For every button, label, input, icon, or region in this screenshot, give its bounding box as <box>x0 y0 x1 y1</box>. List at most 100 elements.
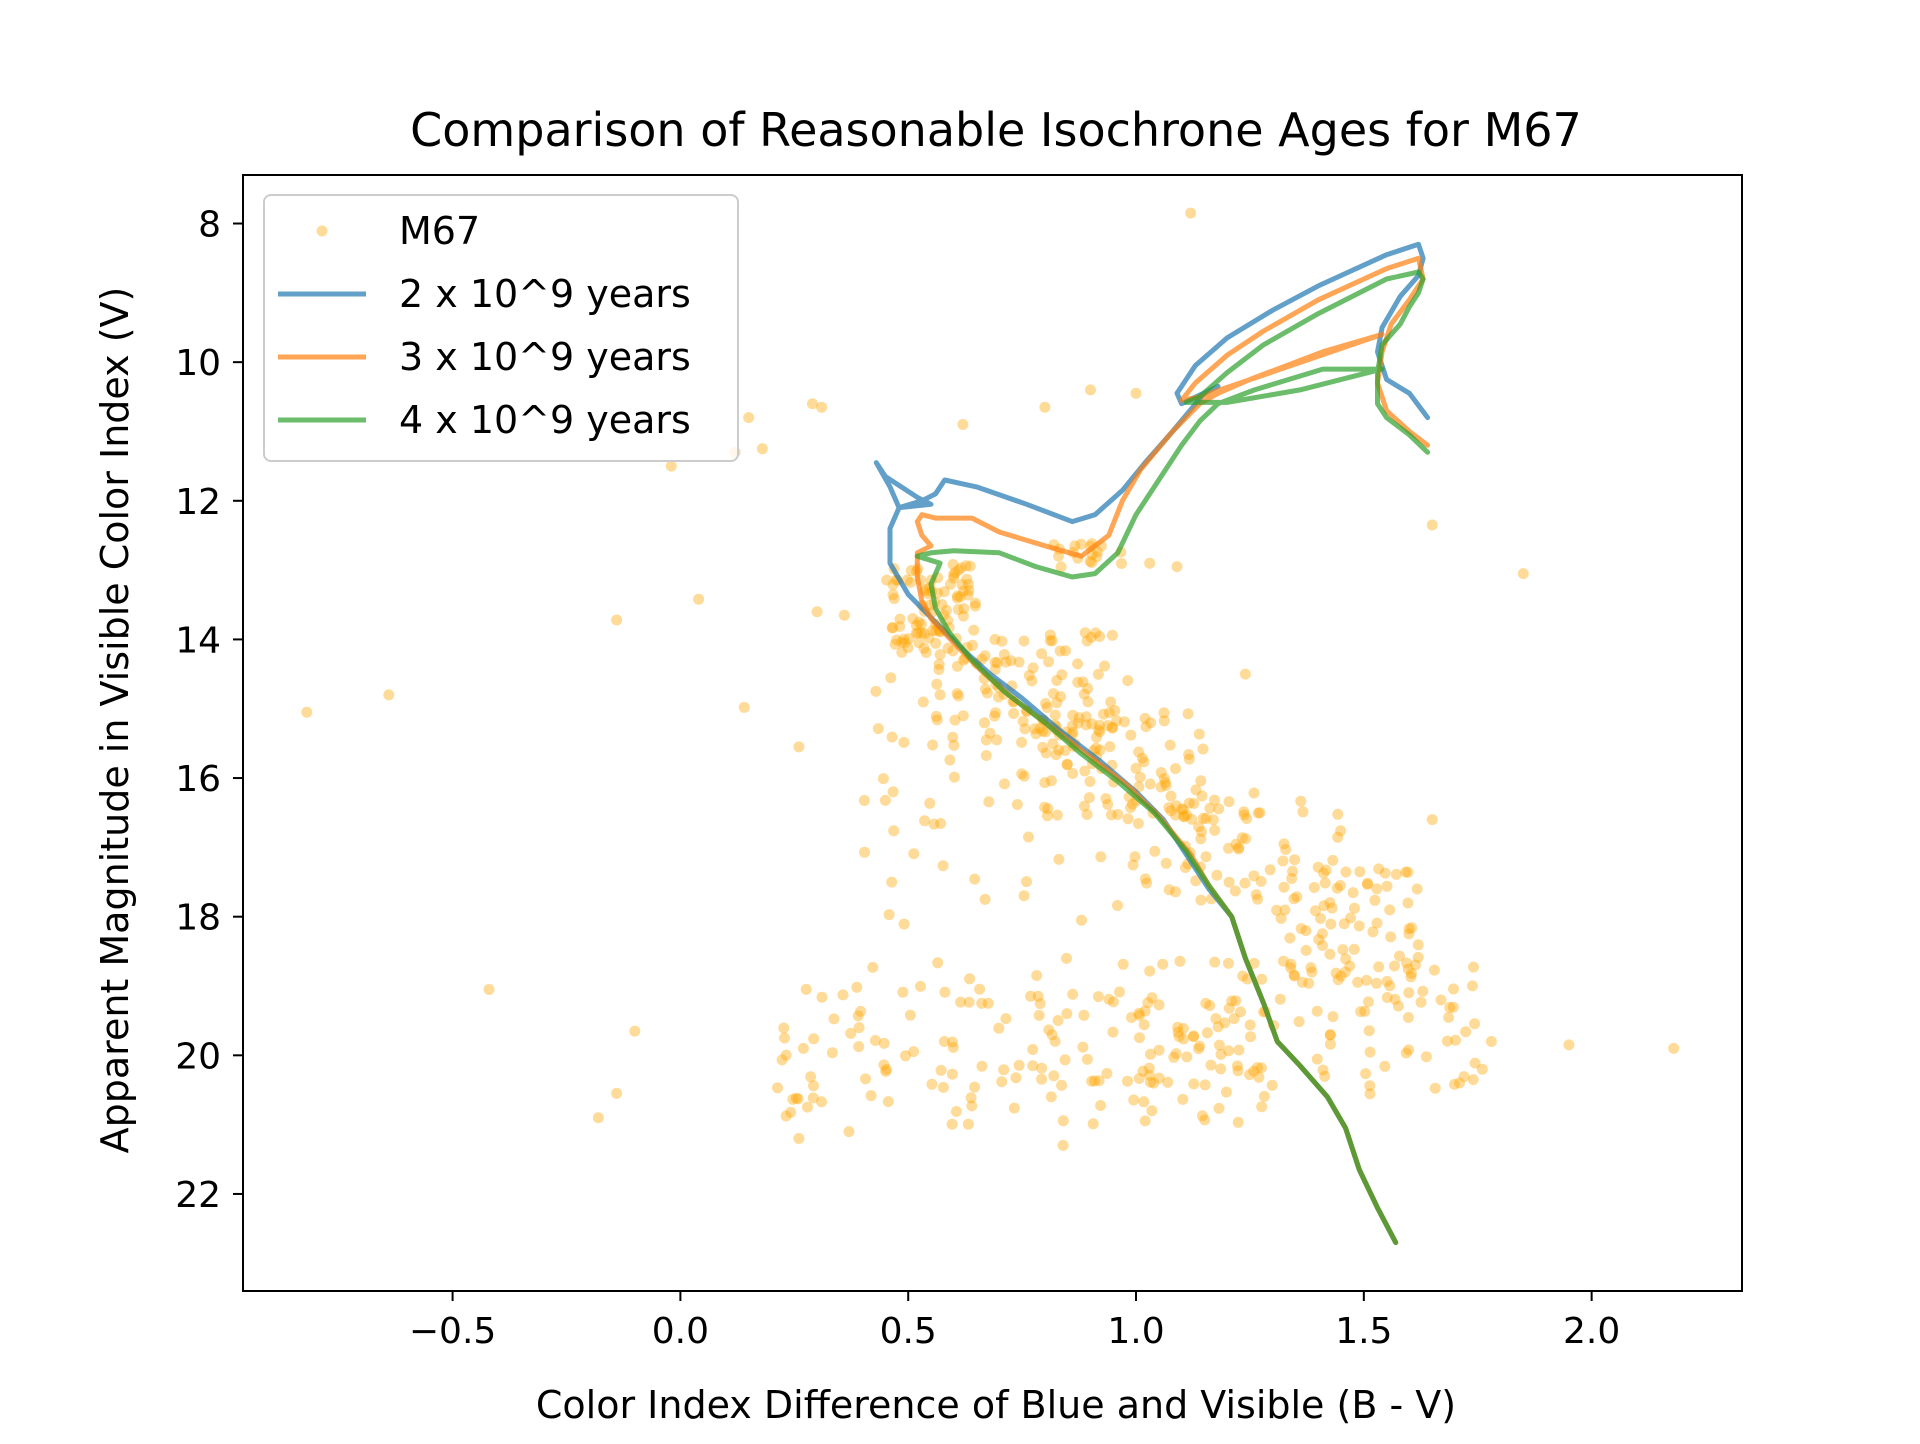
scatter-point <box>1106 722 1118 734</box>
scatter-point <box>1066 720 1078 732</box>
scatter-point <box>991 734 1003 746</box>
scatter-point <box>867 961 879 973</box>
scatter-point <box>889 638 901 650</box>
scatter-point <box>948 771 960 783</box>
scatter-point <box>1133 1073 1145 1084</box>
scatter-point <box>1067 709 1079 721</box>
scatter-point <box>1403 1044 1415 1056</box>
scatter-point <box>1178 1023 1189 1034</box>
scatter-point <box>1043 1024 1055 1036</box>
scatter-point <box>1130 762 1142 774</box>
scatter-point <box>1318 900 1330 912</box>
scatter-point <box>881 574 893 586</box>
scatter-point <box>883 909 895 921</box>
scatter-point <box>1245 1031 1256 1043</box>
scatter-point <box>1219 1017 1231 1029</box>
scatter-point <box>793 1133 805 1144</box>
scatter-point <box>1300 925 1312 937</box>
scatter-point <box>1093 1075 1105 1087</box>
scatter-point <box>1403 923 1415 935</box>
scatter-point <box>1417 985 1429 997</box>
scatter-point <box>1229 885 1241 897</box>
scatter-point <box>1158 772 1170 784</box>
scatter-point <box>887 589 899 601</box>
scatter-point <box>1080 719 1092 731</box>
legend-marker-m67 <box>316 225 328 237</box>
scatter-point <box>927 625 939 637</box>
scatter-point <box>1412 939 1424 951</box>
scatter-point <box>1042 803 1054 815</box>
scatter-point <box>1330 967 1342 979</box>
scatter-point <box>1280 844 1292 855</box>
scatter-point <box>1129 851 1141 863</box>
scatter-point <box>1091 731 1102 743</box>
scatter-point <box>1047 738 1059 750</box>
scatter-point <box>917 696 929 708</box>
isochrone-line-4e9-years <box>914 269 1431 1245</box>
scatter-point <box>1390 868 1402 880</box>
scatter-point <box>979 650 991 662</box>
scatter-point <box>1448 983 1459 995</box>
scatter-point <box>1379 1060 1391 1072</box>
scatter-point <box>1148 1077 1160 1089</box>
scatter-point <box>1077 1041 1089 1053</box>
scatter-point <box>808 1033 820 1045</box>
scatter-point <box>1127 798 1138 810</box>
scatter-point <box>1324 948 1336 960</box>
scatter-point <box>1369 894 1381 906</box>
scatter-point <box>845 1027 857 1039</box>
scatter-point <box>1231 1060 1243 1072</box>
scatter-point <box>1000 656 1012 668</box>
scatter-point <box>1232 1065 1244 1077</box>
scatter-point <box>1142 997 1154 1009</box>
scatter-point <box>1340 953 1352 965</box>
scatter-point <box>1031 970 1043 981</box>
scatter-point <box>1018 890 1030 902</box>
scatter-point <box>1140 721 1152 733</box>
scatter-point <box>1335 970 1347 982</box>
scatter-point <box>1476 1063 1488 1075</box>
scatter-point <box>974 983 986 995</box>
scatter-point <box>996 1076 1008 1088</box>
scatter-point <box>1406 968 1417 979</box>
scatter-point <box>1005 655 1017 667</box>
scatter-point <box>1428 964 1440 976</box>
scatter-point <box>927 739 939 751</box>
y-axis-label: Apparent Magnitude in Visible Color Inde… <box>93 287 137 1154</box>
scatter-point <box>1103 993 1115 1005</box>
scatter-point <box>816 401 828 413</box>
x-tick-label: 0.5 <box>880 1311 937 1352</box>
scatter-point <box>1193 728 1205 740</box>
scatter-point <box>1107 996 1119 1008</box>
scatter-point <box>1072 717 1084 729</box>
scatter-point <box>1061 1008 1073 1020</box>
scatter-point <box>1278 881 1290 893</box>
scatter-point <box>1248 957 1260 969</box>
scatter-point <box>869 1035 881 1046</box>
scatter-point <box>1117 958 1129 970</box>
scatter-point <box>1094 631 1106 642</box>
scatter-point <box>1139 873 1151 885</box>
scatter-point <box>1326 902 1338 914</box>
scatter-point <box>933 658 945 670</box>
scatter-point <box>1223 842 1234 854</box>
scatter-point <box>947 559 959 570</box>
scatter-point <box>996 635 1008 647</box>
scatter-point <box>1389 993 1401 1005</box>
scatter-point <box>1111 715 1123 727</box>
scatter-point <box>838 609 850 621</box>
scatter-point <box>1460 1026 1472 1038</box>
scatter-point <box>1371 917 1383 929</box>
scatter-point <box>897 986 909 998</box>
scatter-point <box>1443 1011 1455 1023</box>
scatter-point <box>990 707 1001 719</box>
scatter-point <box>1188 1031 1199 1043</box>
scatter-point <box>1061 759 1073 771</box>
scatter-point <box>1168 1051 1180 1063</box>
scatter-point <box>1278 955 1289 967</box>
scatter-point <box>1081 809 1093 820</box>
scatter-point <box>1056 1079 1068 1091</box>
scatter-point <box>920 583 932 595</box>
scatter-point <box>1078 800 1090 812</box>
